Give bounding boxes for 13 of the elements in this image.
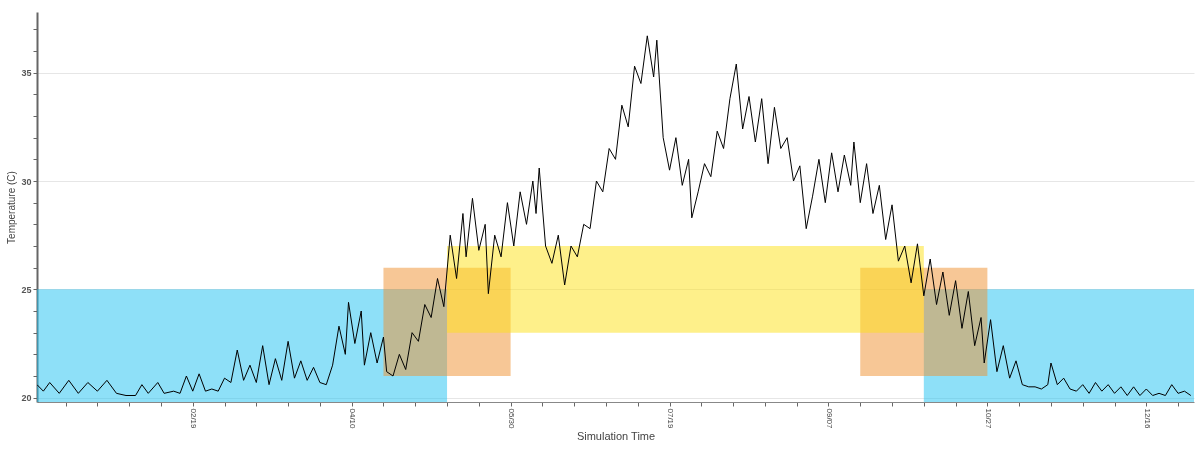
y-axis-title: Temperature (C) bbox=[6, 171, 18, 244]
x-tick-label: 09/07 bbox=[824, 408, 834, 430]
x-tick-label: 10/27 bbox=[983, 408, 993, 430]
x-tick-label: 07/19 bbox=[666, 408, 676, 430]
y-tick-label: 30 bbox=[21, 176, 32, 187]
y-tick-label: 25 bbox=[21, 284, 32, 295]
y-tick-label: 20 bbox=[21, 393, 32, 404]
y-tick-label: 35 bbox=[21, 68, 32, 79]
x-tick-label: 02/19 bbox=[189, 408, 199, 430]
x-tick-label: 12/16 bbox=[1142, 408, 1152, 430]
x-tick-label: 04/10 bbox=[348, 408, 358, 430]
x-axis-title: Simulation Time bbox=[576, 429, 656, 442]
x-tick-label: 05/30 bbox=[507, 408, 517, 430]
